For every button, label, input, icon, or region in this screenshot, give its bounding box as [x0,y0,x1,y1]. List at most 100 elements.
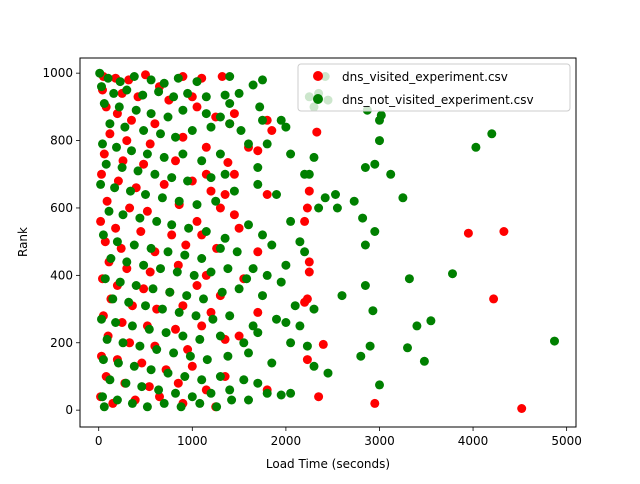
data-point [191,311,201,321]
data-point [183,88,193,98]
data-point [258,230,267,240]
data-point [114,102,124,112]
data-point [141,190,150,199]
data-point [137,358,147,368]
data-point [262,270,272,280]
data-point [239,375,249,385]
data-point [253,378,263,388]
data-point [375,136,384,146]
data-point [131,281,141,290]
data-point [118,338,128,348]
data-point [112,142,121,152]
data-point [96,179,106,189]
data-point [281,122,291,132]
data-point [145,267,155,277]
data-point [167,173,177,183]
data-point [197,254,207,263]
data-point [223,264,233,274]
data-point [206,122,216,132]
data-point [225,119,235,129]
data-point [448,269,457,279]
data-point [187,361,197,371]
data-point [253,328,263,338]
data-point [127,398,137,408]
data-point [146,243,156,253]
data-point [212,402,222,412]
legend: dns_visited_experiment.csv dns_not_visit… [297,63,571,112]
data-point [135,213,145,223]
data-point [267,240,277,250]
data-point [320,193,330,203]
data-point [253,179,263,189]
data-point [139,159,149,169]
data-point [112,395,122,405]
data-point [276,277,286,287]
data-point [115,77,125,87]
data-point [131,105,141,115]
data-point [272,190,281,199]
data-point [286,388,296,398]
data-point [96,216,106,226]
data-point [318,339,328,349]
data-point [244,139,253,149]
data-point [185,351,195,361]
data-point [169,348,179,358]
data-point [229,210,239,220]
data-point [144,382,154,392]
data-point [262,139,272,149]
data-point [127,146,136,156]
data-point [314,203,324,213]
data-point [215,112,225,122]
data-point [192,200,202,210]
data-point [217,72,227,81]
data-point [174,196,184,206]
data-point [244,348,253,358]
data-point [225,99,235,108]
data-point [253,307,263,317]
data-point [550,336,559,346]
y-axis-ticks: 0 200 400 600 800 1000 [42,66,80,417]
data-point [290,301,300,311]
data-point [312,127,322,137]
data-point [365,341,375,351]
data-point [178,149,188,159]
data-point [192,216,202,226]
data-point [220,190,230,199]
data-point [206,186,216,196]
data-point [337,291,347,301]
data-point [117,163,127,172]
data-point [258,75,267,85]
data-point [304,267,314,277]
data-point [171,156,180,166]
data-point [197,321,207,331]
data-point [108,294,118,304]
data-point [138,90,148,100]
data-point [113,358,123,368]
data-point [302,355,312,365]
data-point [295,237,305,247]
data-point [220,90,230,100]
data-point [183,176,193,186]
data-point [360,240,370,250]
data-point [248,321,258,331]
data-point [176,402,186,412]
data-point [370,398,380,408]
data-point [120,122,130,132]
data-point [349,196,359,206]
data-point [129,72,139,81]
series-not-visited [95,68,559,412]
data-point [304,169,314,179]
data-point [154,385,164,395]
y-axis-label: Rank [16,227,30,257]
data-point [148,284,158,294]
data-point [253,163,263,172]
data-point [163,247,173,257]
legend-marker-not-visited [313,94,323,104]
data-point [302,341,312,351]
data-point [178,105,188,115]
data-point [499,227,509,236]
data-point [100,274,110,284]
data-point [142,402,152,412]
data-point [248,80,258,90]
